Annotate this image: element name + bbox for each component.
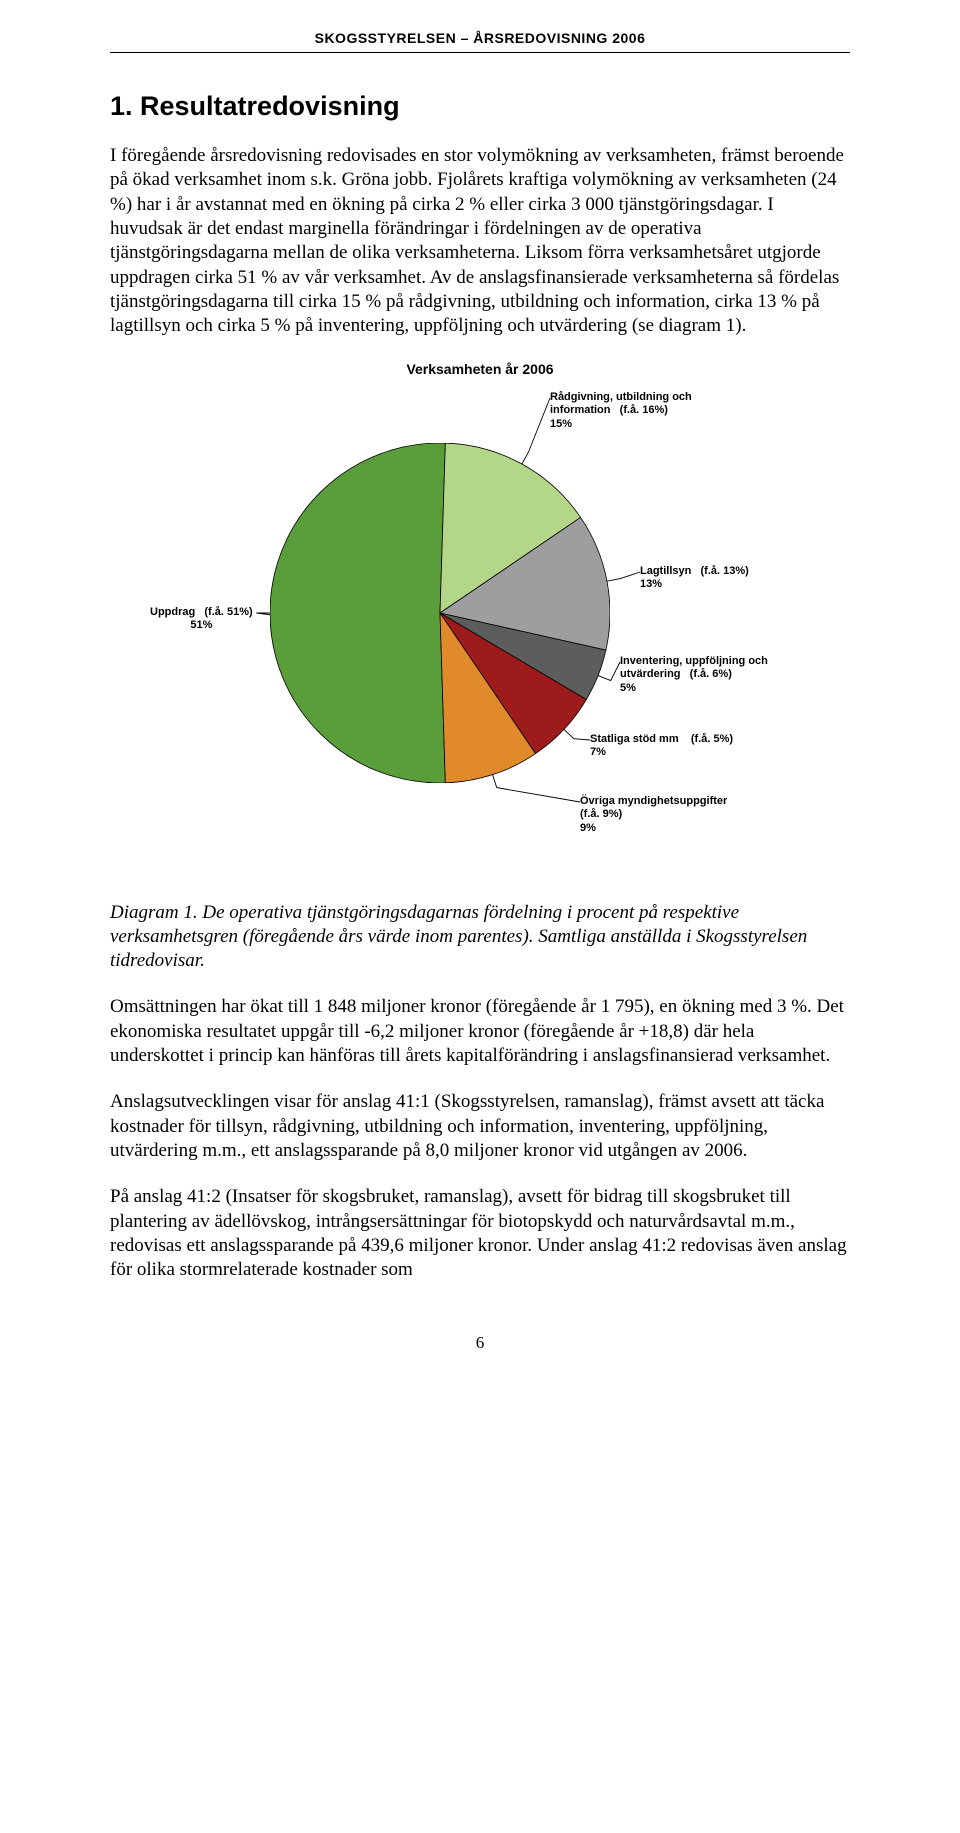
chart-title: Verksamheten år 2006 [110,361,850,377]
pie-svg [270,443,610,783]
body-paragraph-3: Anslagsutvecklingen visar för anslag 41:… [110,1090,850,1163]
chart-canvas: Uppdrag (f.å. 51%) 51%Rådgivning, utbild… [110,391,850,871]
body-paragraph-1: I föregående årsredovisning redovisades … [110,144,850,339]
body-paragraph-4: På anslag 41:2 (Insatser för skogsbruket… [110,1185,850,1282]
pie-chart-block: Verksamheten år 2006 Uppdrag (f.å. 51%) … [110,361,850,871]
chart-caption: Diagram 1. De operativa tjänstgöringsdag… [110,901,850,974]
running-head: SKOGSSTYRELSEN – ÅRSREDOVISNING 2006 [110,30,850,46]
pie-slice [270,443,445,783]
page-number: 6 [110,1333,850,1353]
body-paragraph-2: Omsättningen har ökat till 1 848 miljone… [110,995,850,1068]
header-rule [110,52,850,53]
section-heading: 1. Resultatredovisning [110,91,850,122]
page-container: SKOGSSTYRELSEN – ÅRSREDOVISNING 2006 1. … [0,0,960,1393]
